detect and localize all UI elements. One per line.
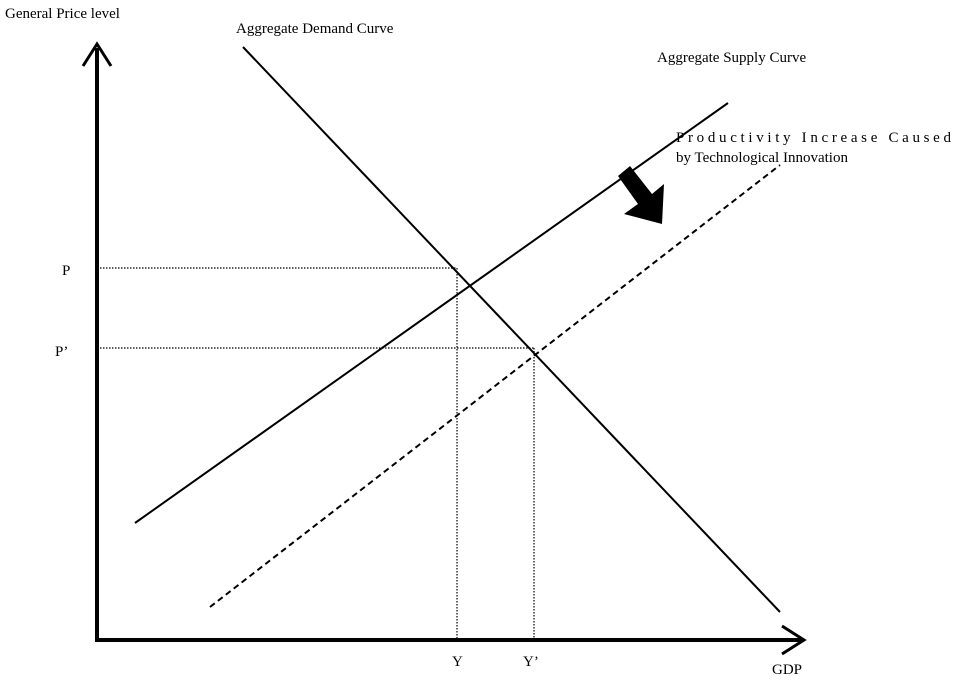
output-label: Y xyxy=(452,654,463,670)
output-label: Y’ xyxy=(523,654,539,670)
y-axis-arrow xyxy=(81,41,113,67)
y-axis-label: General Price level xyxy=(5,6,120,22)
x-axis-arrow xyxy=(781,624,807,656)
shift-label: by Technological Innovation xyxy=(676,150,848,166)
demand-curve xyxy=(242,46,781,613)
supply-label: Aggregate Supply Curve xyxy=(657,50,806,66)
demand-label: Aggregate Demand Curve xyxy=(236,21,394,37)
shifted-supply-curve xyxy=(209,164,781,608)
supply-curve xyxy=(134,102,729,524)
guides xyxy=(97,267,535,640)
shift-arrow xyxy=(618,166,664,224)
price-label: P’ xyxy=(55,344,68,360)
x-axis-label: GDP xyxy=(772,662,802,678)
price-label: P xyxy=(62,263,70,279)
shift-label: Productivity Increase Caused xyxy=(676,130,952,146)
